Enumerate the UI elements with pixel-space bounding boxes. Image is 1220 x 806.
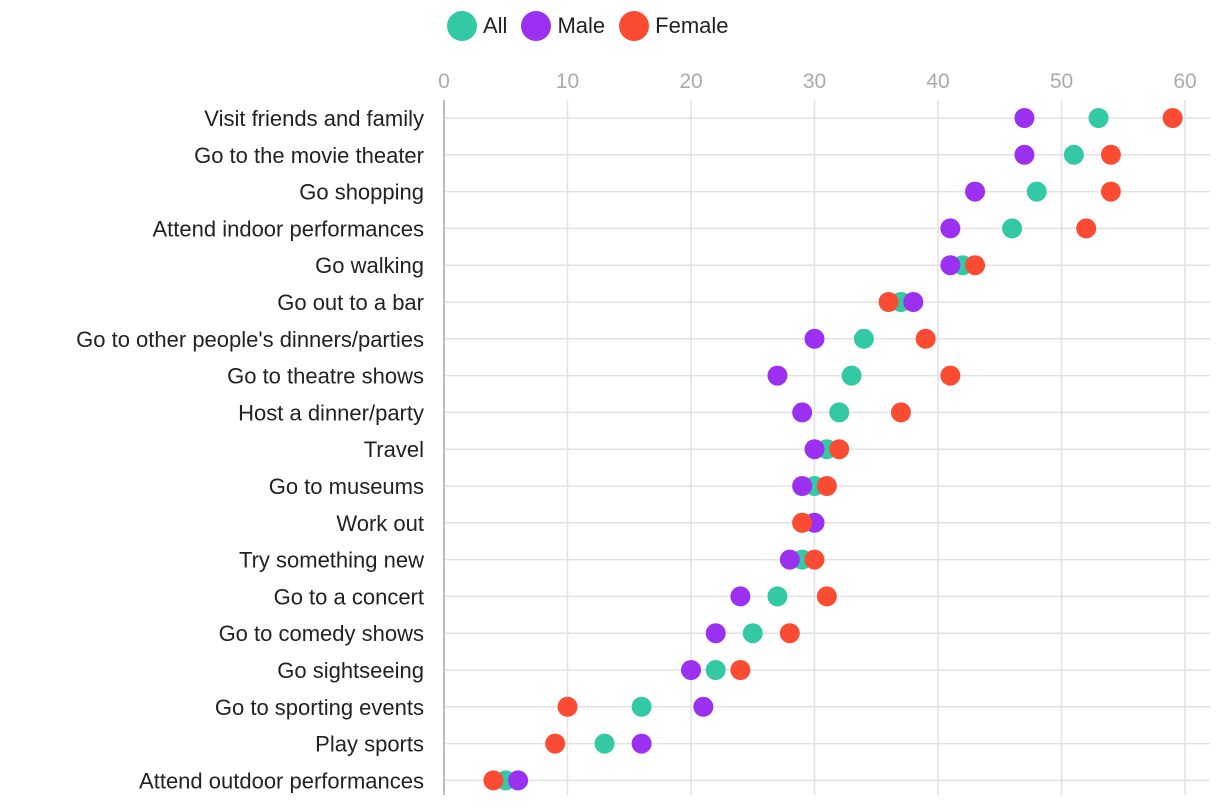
legend-label-female: Female (655, 13, 729, 38)
dot-male (903, 292, 924, 312)
category-label: Travel (364, 437, 424, 462)
dot-male (804, 439, 825, 460)
dot-male (792, 476, 813, 496)
legend: All Male Female (447, 10, 729, 42)
category-label: Go to a concert (274, 584, 424, 609)
category-label: Go to the movie theater (194, 143, 424, 168)
dot-male (804, 328, 825, 349)
dot-all (742, 623, 763, 644)
category-label: Go shopping (299, 180, 424, 205)
x-tick-label-0: 0 (438, 70, 450, 93)
dot-female (779, 623, 800, 644)
category-label: Try something new (239, 548, 424, 573)
legend-swatch-female (619, 11, 650, 41)
dot-male (792, 402, 813, 423)
legend-swatch-all (447, 11, 477, 41)
category-label: Go out to a bar (277, 290, 424, 315)
category-label: Go walking (315, 253, 424, 278)
dot-male (940, 255, 961, 276)
category-label: Go to sporting events (215, 695, 424, 720)
dot-male (767, 365, 788, 386)
x-tick-label-10: 10 (556, 70, 579, 93)
dot-male (631, 733, 652, 754)
dot-male (693, 696, 714, 717)
dot-female (816, 476, 837, 496)
x-tick-label-40: 40 (926, 70, 949, 93)
category-label: Go to theatre shows (227, 364, 424, 389)
category-label: Go to museums (269, 474, 424, 499)
dot-all (767, 586, 788, 607)
dot-male (779, 549, 800, 570)
dot-female (545, 733, 566, 754)
dot-female (483, 770, 504, 791)
dot-male (681, 660, 701, 680)
dot-female (1076, 218, 1097, 239)
x-tick-label-30: 30 (803, 70, 826, 93)
dot-all (631, 696, 652, 717)
dot-all (1063, 144, 1084, 165)
category-label: Play sports (315, 732, 424, 757)
dot-female (878, 292, 899, 312)
category-label: Visit friends and family (204, 106, 424, 131)
dot-female (1100, 181, 1121, 202)
dot-female (816, 586, 837, 607)
legend-item-male: Male (521, 11, 605, 41)
dot-all (1088, 108, 1109, 128)
category-label: Go to comedy shows (219, 621, 424, 646)
category-label: Work out (336, 511, 424, 536)
category-label: Go sightseeing (277, 658, 424, 683)
dot-all (853, 328, 874, 349)
dot-male (705, 623, 726, 644)
x-tick-label-50: 50 (1050, 70, 1073, 93)
category-label: Attend indoor performances (153, 216, 425, 241)
dot-all (1026, 181, 1047, 202)
category-label: Host a dinner/party (238, 400, 424, 425)
dot-female (890, 402, 911, 423)
dot-female (730, 660, 751, 680)
dot-female (965, 255, 986, 276)
dot-all (829, 402, 850, 423)
dot-female (829, 439, 850, 460)
dot-female (804, 549, 825, 570)
dot-male (1014, 108, 1035, 128)
x-tick-label-20: 20 (679, 70, 702, 93)
legend-label-all: All (483, 13, 508, 38)
category-label: Go to other people's dinners/parties (76, 327, 424, 352)
dot-male (730, 586, 751, 607)
dot-female (1100, 144, 1121, 165)
category-label: Attend outdoor performances (139, 768, 424, 793)
dot-female (1162, 108, 1183, 128)
dot-all (594, 733, 615, 754)
dot-male (965, 181, 986, 202)
dot-all (705, 660, 726, 680)
dot-male (1014, 144, 1035, 165)
dot-female (557, 696, 578, 717)
legend-label-male: Male (557, 13, 606, 38)
dot-female (792, 512, 813, 533)
dot-female (915, 328, 936, 349)
x-tick-label-60: 60 (1173, 70, 1196, 93)
dot-all (841, 365, 862, 386)
dot-male (940, 218, 961, 239)
dot-all (1002, 218, 1023, 239)
legend-swatch-male (521, 11, 552, 41)
dot-male (508, 770, 529, 791)
dot-female (940, 365, 961, 386)
legend-item-female: Female (619, 11, 729, 41)
legend-item-all: All (447, 11, 507, 41)
